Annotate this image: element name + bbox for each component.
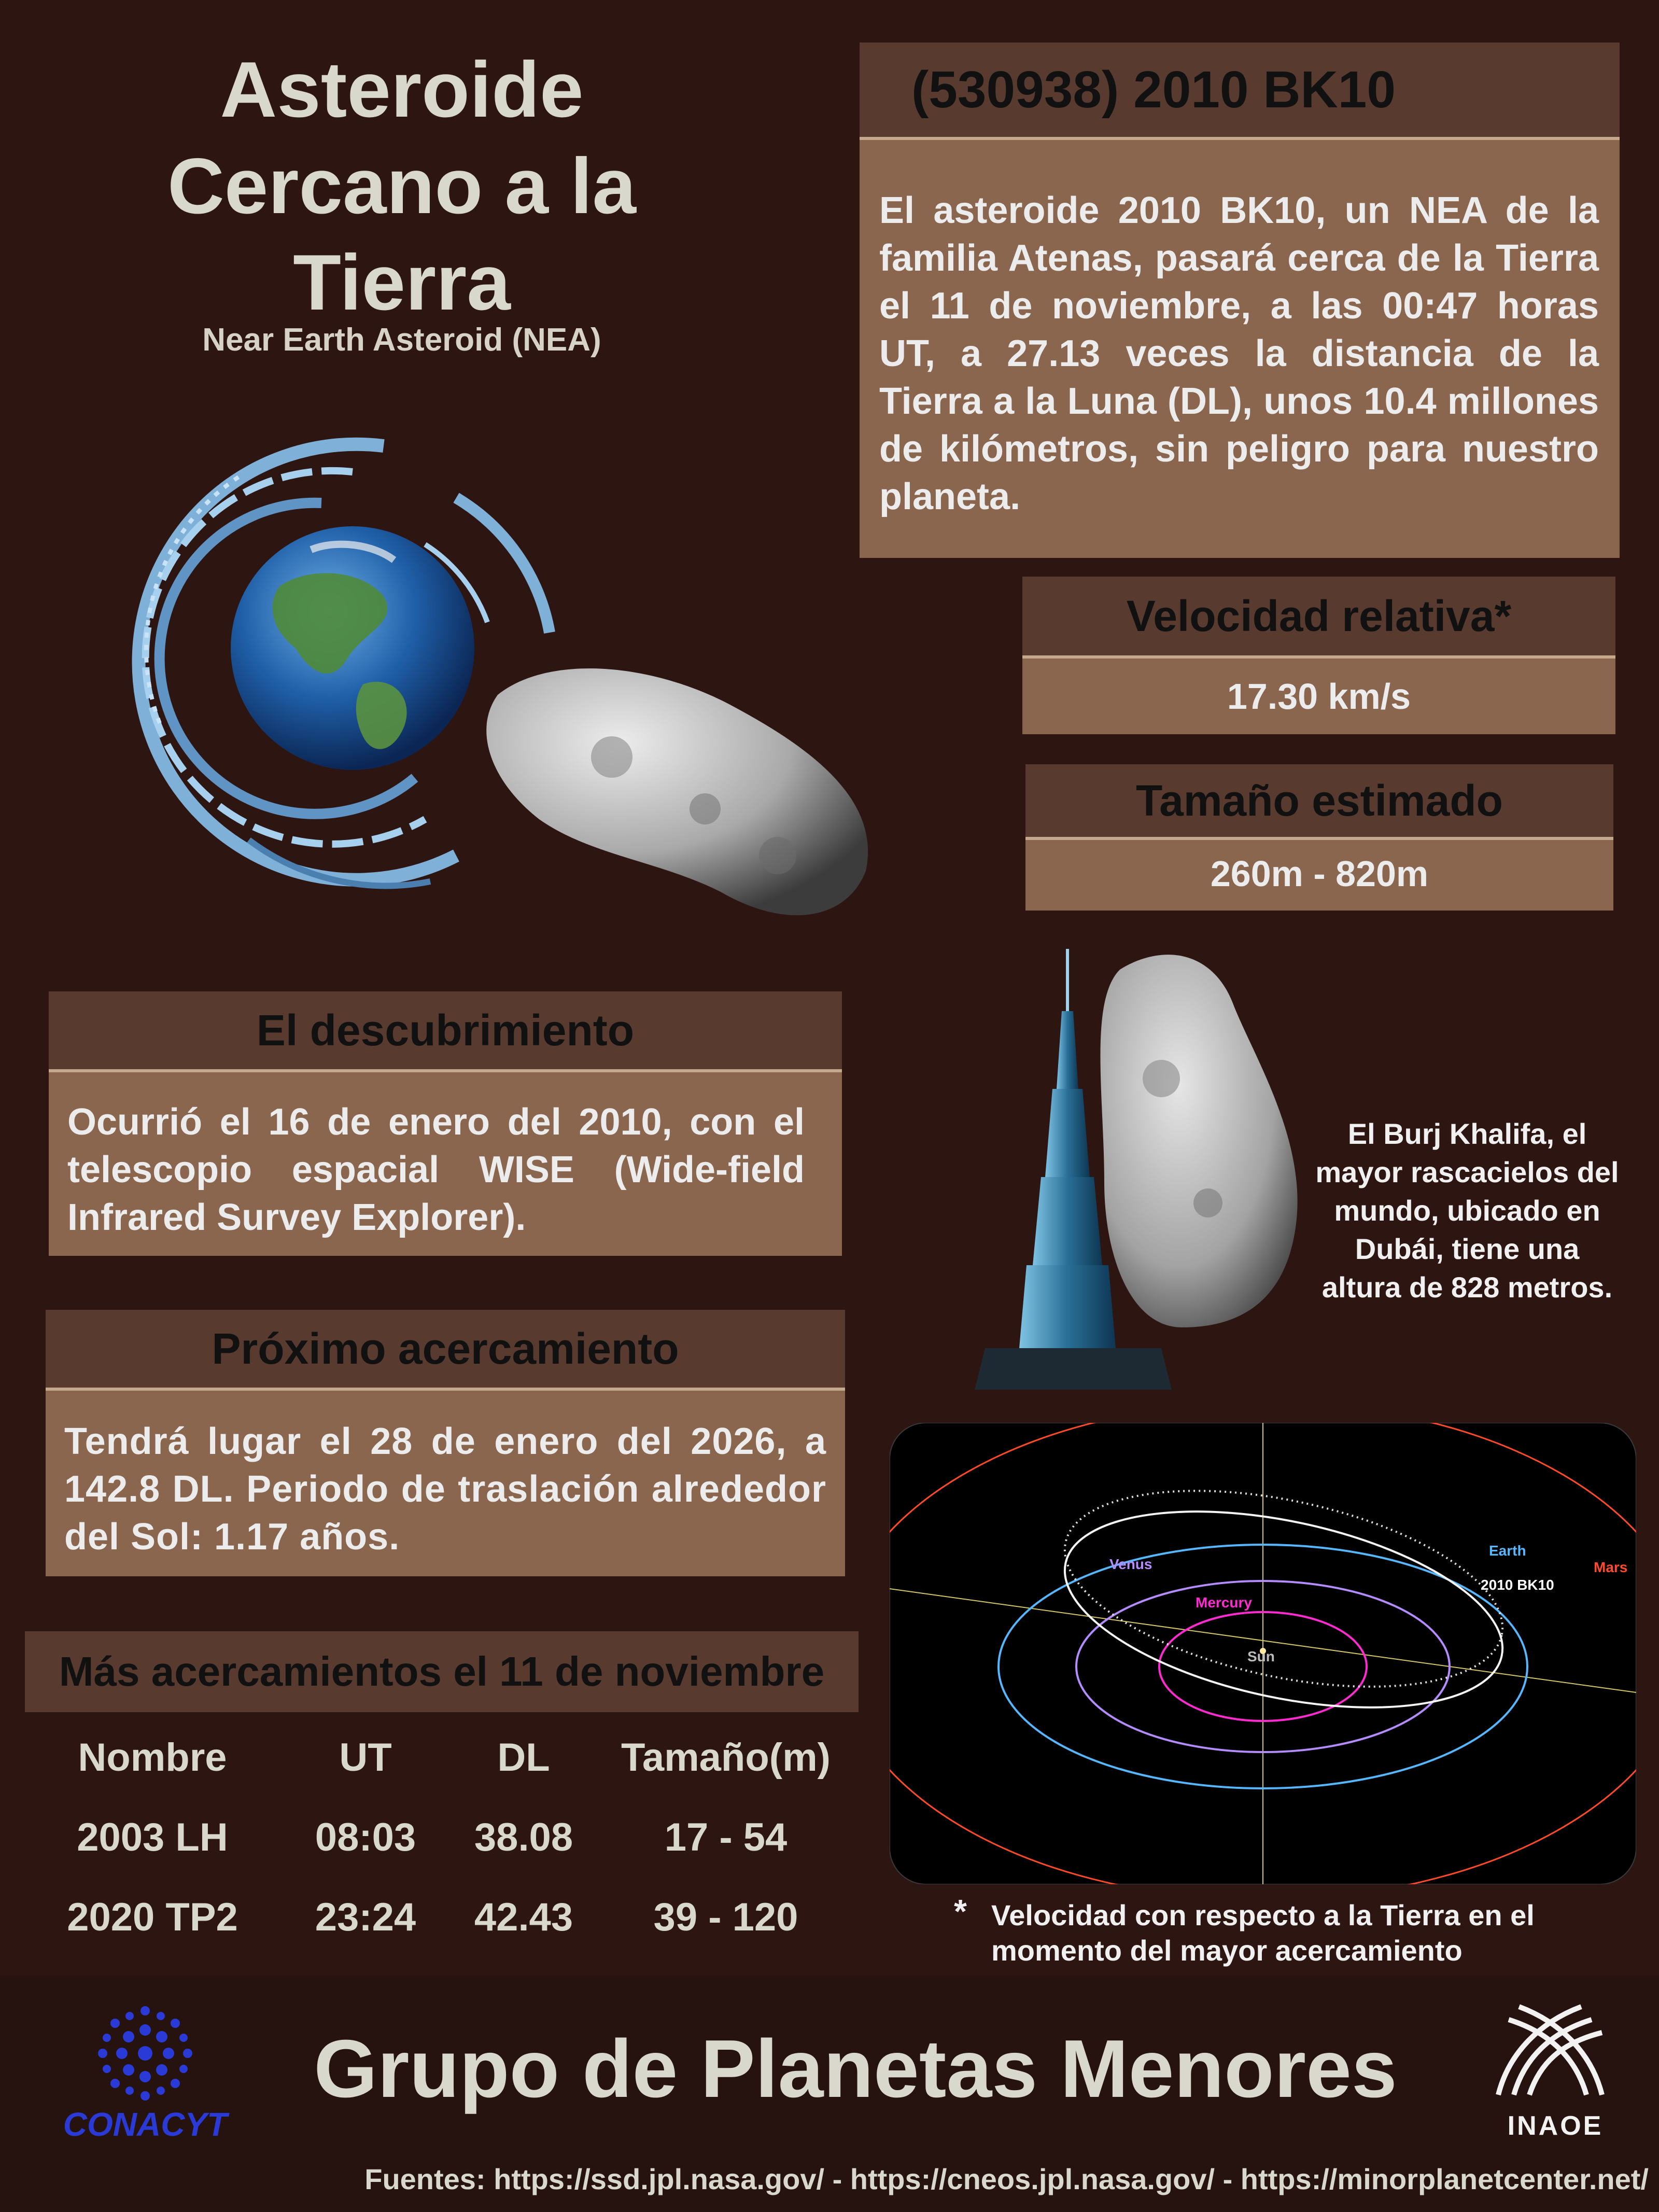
table-cell: 08:03 — [315, 1815, 416, 1859]
sun-label: Sun — [1247, 1648, 1275, 1664]
earth-label: Earth — [1489, 1543, 1526, 1559]
column-header-tamano: Tamaño(m) — [621, 1735, 831, 1780]
column-header-ut: UT — [339, 1735, 392, 1780]
footnote-mark: * — [954, 1893, 967, 1930]
velocity-value: 17.30 km/s — [1022, 659, 1615, 734]
mercury-label: Mercury — [1196, 1594, 1252, 1611]
table-cell: 2020 TP2 — [67, 1895, 238, 1939]
page-title: Asteroide Cercano a la Tierra — [62, 41, 741, 331]
table-cell: 42.43 — [474, 1895, 573, 1939]
table-cell: 17 - 54 — [664, 1815, 788, 1859]
velocity-label: Velocidad relativa* — [1022, 577, 1615, 655]
designation-header: (530938) 2010 BK10 — [860, 43, 1620, 137]
size-value: 260m - 820m — [1025, 840, 1613, 911]
next-approach-divider — [46, 1388, 845, 1391]
intro-text: El asteroide 2010 BK10, un NEA de la fam… — [860, 140, 1620, 558]
asteroid-label: 2010 BK10 — [1481, 1577, 1554, 1593]
velocity-footnote: * Velocidad con respecto a la Tierra en … — [954, 1894, 1597, 1968]
discovery-text: Ocurrió el 16 de enero del 2010, con el … — [49, 1072, 842, 1256]
conacyt-logo-icon — [98, 2006, 192, 2101]
column-header-nombre: Nombre — [78, 1735, 227, 1780]
size-label: Tamaño estimado — [1025, 764, 1613, 837]
tech-rings — [132, 437, 555, 889]
next-approach-text: Tendrá lugar el 28 de enero del 2026, a … — [46, 1391, 845, 1576]
earth-asteroid-illustration — [132, 437, 868, 916]
sources-text: Fuentes: https://ssd.jpl.nasa.gov/ - htt… — [364, 2163, 1649, 2195]
sun-icon — [1260, 1648, 1266, 1654]
footer — [0, 1976, 1659, 2212]
title-line-3: Tierra — [293, 239, 511, 327]
title-line-1: Asteroide — [220, 46, 584, 134]
designation-divider — [860, 137, 1620, 140]
inaoe-wordmark: INAOE — [1507, 2111, 1604, 2141]
burj-khalifa-note: El Burj Khalifa, el mayor rascacielos de… — [1315, 1117, 1619, 1304]
orbit-diagram: Earth 2010 BK10 Venus Mercury Sun Mars — [890, 1423, 1636, 1884]
more-approaches-label: Más acercamientos el 11 de noviembre — [25, 1631, 859, 1712]
footnote-text: Velocidad con respecto a la Tierra en el… — [991, 1899, 1535, 1967]
table-cell: 23:24 — [315, 1895, 416, 1939]
table-cell: 39 - 120 — [653, 1895, 798, 1939]
table-cell: 38.08 — [474, 1815, 573, 1859]
inaoe-logo-icon — [1496, 2004, 1605, 2096]
column-header-dl: DL — [497, 1735, 550, 1780]
next-approach-label: Próximo acercamiento — [46, 1310, 845, 1388]
discovery-label: El descubrimiento — [49, 991, 842, 1069]
mars-label: Mars — [1594, 1559, 1627, 1575]
discovery-divider — [49, 1069, 842, 1072]
asteroid-icon — [486, 668, 868, 916]
burj-khalifa-icon — [975, 949, 1172, 1390]
size-divider — [1025, 837, 1613, 840]
burj-khalifa-comparison — [975, 949, 1298, 1390]
venus-label: Venus — [1109, 1556, 1152, 1572]
asteroid-silhouette-icon — [1100, 955, 1298, 1327]
conacyt-wordmark: CONACYT — [63, 2106, 228, 2143]
footer-brand: Grupo de Planetas Menores — [314, 2023, 1397, 2115]
subtitle: Near Earth Asteroid (NEA) — [202, 322, 601, 358]
title-line-2: Cercano a la — [167, 142, 636, 230]
table-cell: 2003 LH — [77, 1815, 228, 1859]
velocity-divider — [1022, 655, 1615, 659]
